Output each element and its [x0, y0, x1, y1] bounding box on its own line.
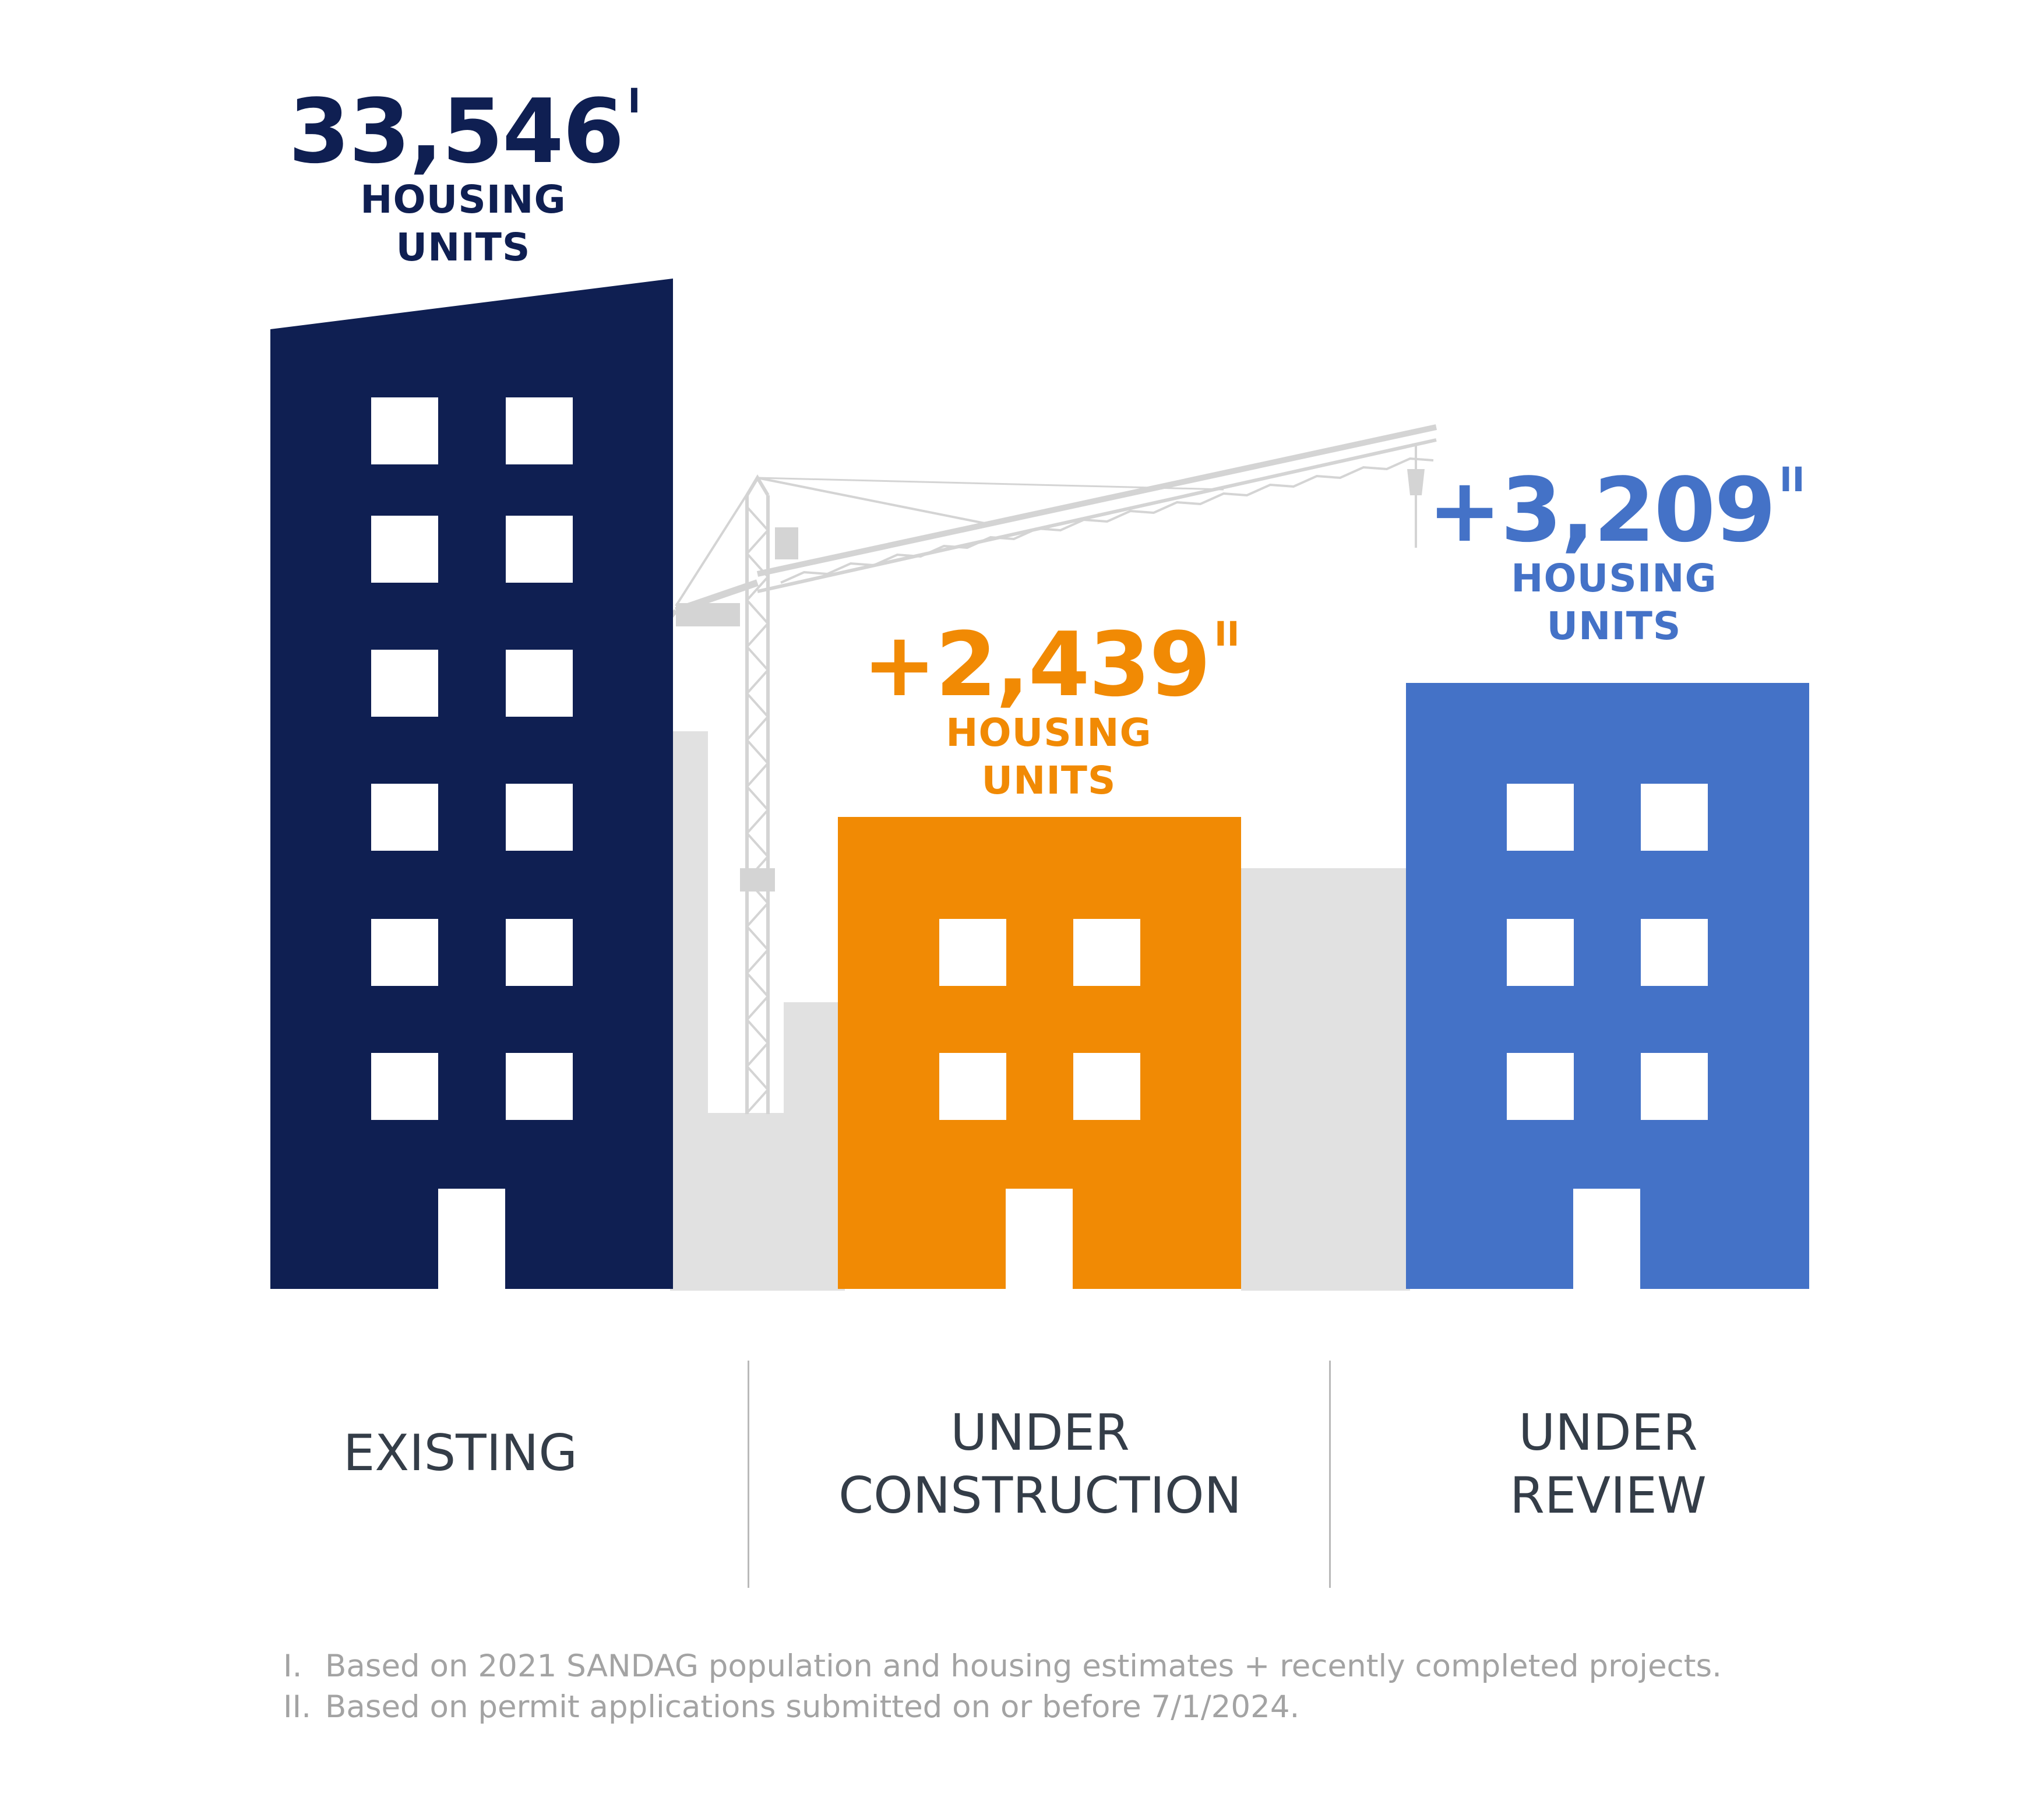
category-under-review-line2: REVIEW [1510, 1467, 1707, 1525]
under-construction-building-windows [939, 919, 1140, 1120]
under-construction-value: +2,439 II [862, 613, 1240, 716]
crane-icon [668, 424, 1437, 1114]
under-review-label-line1: HOUSING [1511, 556, 1717, 601]
under-review-building-body [1406, 683, 1809, 1289]
under-review-label-line2: UNITS [1546, 604, 1682, 649]
under-construction-label-line1: HOUSING [946, 710, 1152, 755]
footnote-ref: II [1214, 614, 1240, 654]
footnote-2: II. Based on permit applications submitt… [283, 1687, 1722, 1728]
existing-building-body [270, 279, 673, 1289]
background-buildings [670, 731, 1410, 1291]
footnote-2-text: Based on permit applications submitted o… [325, 1689, 1300, 1725]
background-building-right [1241, 868, 1410, 1291]
under-review-building-windows [1507, 784, 1708, 1120]
category-under-construction: UNDER CONSTRUCTION [810, 1401, 1270, 1527]
existing-label-line1: HOUSING [360, 177, 566, 222]
existing-building [270, 279, 673, 1291]
category-existing-line1: EXISTING [343, 1424, 578, 1482]
under-review-building-door [1573, 1189, 1640, 1291]
category-under-review-line1: UNDER [1518, 1404, 1698, 1462]
category-under-review: UNDER REVIEW [1422, 1401, 1795, 1527]
footnotes: I. Based on 2021 SANDAG population and h… [283, 1646, 1722, 1728]
existing-value: 33,546 I [288, 80, 641, 183]
footnote-1-text: Based on 2021 SANDAG population and hous… [325, 1648, 1722, 1684]
background-building-step [784, 1002, 845, 1291]
category-existing: EXISTING [280, 1422, 641, 1485]
footnote-ref: II [1779, 460, 1805, 499]
under-construction-stat: +2,439 II HOUSING UNITS [862, 613, 1240, 805]
under-review-stat: +3,209 II HOUSING UNITS [1428, 459, 1805, 650]
under-construction-building [838, 817, 1241, 1291]
footnote-1-marker: I. [283, 1648, 302, 1684]
under-review-building [1406, 683, 1809, 1291]
category-under-construction-line2: CONSTRUCTION [838, 1467, 1242, 1525]
existing-building-windows [371, 397, 573, 1120]
existing-stat: 33,546 I HOUSING UNITS [288, 80, 641, 272]
under-construction-label-line2: UNITS [981, 758, 1116, 803]
under-review-value: +3,209 II [1428, 459, 1805, 562]
footnote-2-marker: II. [283, 1689, 312, 1725]
divider-left [748, 1361, 749, 1588]
under-construction-building-door [1006, 1189, 1073, 1291]
divider-right [1329, 1361, 1331, 1588]
footnote-1: I. Based on 2021 SANDAG population and h… [283, 1646, 1722, 1687]
category-under-construction-line1: UNDER [950, 1404, 1130, 1462]
footnote-ref: I [628, 81, 641, 121]
existing-label-line2: UNITS [396, 225, 531, 270]
existing-building-door [438, 1189, 505, 1291]
